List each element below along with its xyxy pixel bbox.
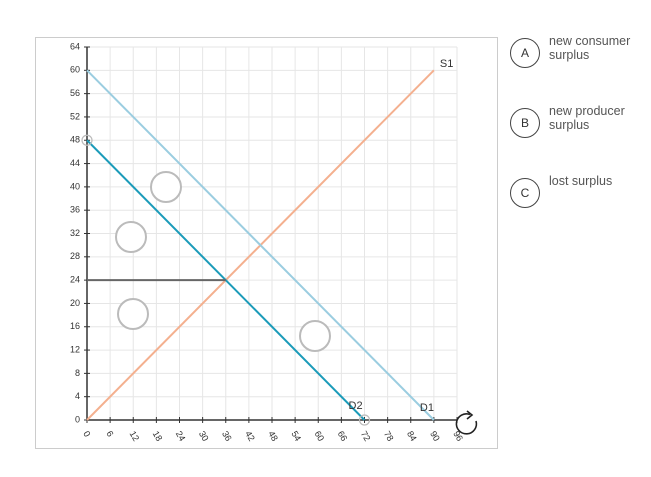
- y-tick-label: 16: [70, 321, 80, 331]
- graph-frame: [35, 37, 498, 449]
- series-label: D2: [349, 400, 363, 412]
- plot: S1 D1 D2: [81, 58, 453, 426]
- x-tick-label: 48: [266, 429, 280, 443]
- x-tick-label: 12: [127, 429, 141, 443]
- y-tick-label: 52: [70, 111, 80, 121]
- line-handle[interactable]: [358, 414, 371, 426]
- y-tick-label: 64: [70, 41, 80, 51]
- y-tick-label: 60: [70, 65, 80, 75]
- reset-button[interactable]: [455, 410, 478, 435]
- y-tick-label: 8: [75, 368, 80, 378]
- option-label: new consumer surplus: [549, 34, 631, 62]
- line-handle[interactable]: [81, 134, 93, 146]
- y-tick-label: 36: [70, 205, 80, 215]
- drop-target[interactable]: [117, 298, 149, 330]
- x-tick-label: 54: [289, 429, 303, 443]
- x-tick-label: 24: [174, 429, 188, 443]
- y-tick-label: 48: [70, 135, 80, 145]
- y-tick-label: 56: [70, 88, 80, 98]
- y-tick-label: 40: [70, 181, 80, 191]
- x-tick-label: 18: [151, 429, 165, 443]
- y-tick-label: 24: [70, 275, 80, 285]
- y-tick-label: 20: [70, 298, 80, 308]
- series-label: S1: [440, 58, 453, 70]
- x-tick-label: 30: [197, 429, 211, 443]
- drop-target[interactable]: [299, 320, 331, 352]
- option-letter: A: [510, 38, 540, 68]
- x-tick-label: 0: [81, 429, 92, 438]
- x-tick-label: 60: [312, 429, 326, 443]
- x-tick-label: 66: [336, 429, 350, 443]
- series-label: D1: [420, 402, 434, 414]
- x-tick-label: 6: [104, 429, 115, 438]
- x-tick-label: 36: [220, 429, 234, 443]
- y-tick-label: 32: [70, 228, 80, 238]
- x-tick-label: 78: [382, 429, 396, 443]
- x-tick-label: 72: [359, 429, 373, 443]
- drop-target[interactable]: [150, 171, 182, 203]
- series-line: [86, 69, 435, 421]
- option-label: lost surplus: [549, 174, 613, 188]
- y-tick-label: 28: [70, 251, 80, 261]
- y-tick-label: 4: [75, 391, 80, 401]
- x-tick-label: 84: [405, 429, 419, 443]
- option-letter: C: [510, 178, 540, 208]
- option-letter: B: [510, 108, 540, 138]
- y-tick-label: 0: [75, 414, 80, 424]
- drop-target[interactable]: [115, 221, 147, 253]
- option-label: new producer surplus: [549, 104, 625, 132]
- x-tick-label: 90: [428, 429, 442, 443]
- x-tick-label: 42: [243, 429, 257, 443]
- y-tick-label: 12: [70, 344, 80, 354]
- y-tick-label: 44: [70, 158, 80, 168]
